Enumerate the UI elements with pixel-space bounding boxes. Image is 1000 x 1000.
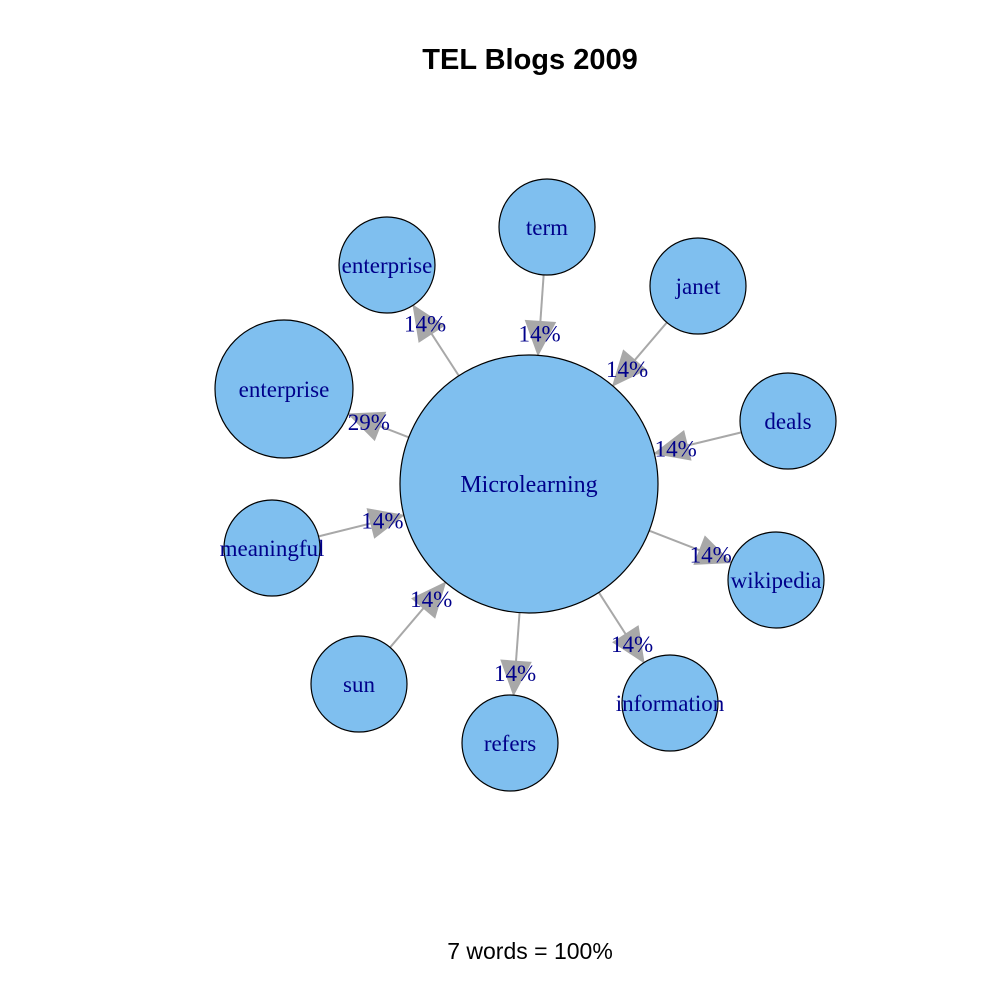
- node-information-circle: [621, 654, 719, 752]
- edge-label-meaningful: 14%: [361, 508, 403, 533]
- node-enterprise-large: enterprise: [214, 319, 354, 459]
- node-meaningful: meaningful: [220, 499, 325, 597]
- edge-label-enterprise-small: 14%: [404, 312, 446, 337]
- node-refers-label: refers: [484, 731, 536, 756]
- node-sun: sun: [310, 635, 408, 733]
- node-term: term: [498, 178, 596, 276]
- node-refers: refers: [461, 694, 559, 792]
- node-information: information: [616, 654, 725, 752]
- edge-label-information: 14%: [611, 632, 653, 657]
- node-meaningful-label: meaningful: [220, 536, 325, 561]
- node-enterprise-small-label: enterprise: [342, 253, 433, 278]
- arrowhead-janet: [611, 349, 648, 387]
- edges-layer: [318, 274, 742, 697]
- arrowhead-enterprise-large: [347, 411, 387, 442]
- node-enterprise-small-circle: [338, 216, 436, 314]
- node-center: Microlearning: [399, 354, 659, 614]
- node-enterprise-large-label: enterprise: [239, 377, 330, 402]
- node-deals-label: deals: [764, 409, 811, 434]
- arrowhead-meaningful: [366, 508, 406, 539]
- arrowhead-term: [524, 319, 557, 357]
- edge-labels-layer: 14% 14% 14% 14% 14% 14% 14% 14% 29% 14%: [348, 312, 732, 686]
- nodes-layer: term janet deals wikipedia information refers…: [214, 178, 837, 792]
- edge-label-wikipedia: 14%: [690, 543, 732, 568]
- node-janet-label: janet: [675, 274, 721, 299]
- arrowhead-information: [612, 625, 645, 664]
- edge-label-sun: 14%: [410, 587, 452, 612]
- node-term-circle: [498, 178, 596, 276]
- node-deals: deals: [739, 372, 837, 470]
- node-janet: janet: [649, 237, 747, 335]
- arrowhead-enterprise-small: [412, 304, 446, 343]
- diagram-footer: 7 words = 100%: [447, 938, 613, 964]
- node-deals-circle: [739, 372, 837, 470]
- node-janet-circle: [649, 237, 747, 335]
- node-wikipedia: wikipedia: [727, 531, 825, 629]
- arrowhead-sun: [411, 581, 447, 619]
- node-information-label: information: [616, 691, 725, 716]
- edge-label-term: 14%: [518, 321, 560, 346]
- edge-label-deals: 14%: [655, 436, 697, 461]
- node-term-label: term: [526, 215, 568, 240]
- node-wikipedia-circle: [727, 531, 825, 629]
- node-enterprise-small: enterprise: [338, 216, 436, 314]
- node-center-circle: [399, 354, 659, 614]
- node-wikipedia-label: wikipedia: [731, 568, 822, 593]
- edge-label-refers: 14%: [494, 661, 536, 686]
- diagram-title: TEL Blogs 2009: [422, 44, 638, 76]
- node-sun-label: sun: [343, 672, 375, 697]
- edge-label-enterprise-large: 29%: [348, 410, 390, 435]
- node-enterprise-large-circle: [214, 319, 354, 459]
- edge-label-janet: 14%: [606, 357, 648, 382]
- arrowhead-refers: [500, 659, 532, 697]
- arrowhead-wikipedia: [693, 535, 733, 565]
- node-sun-circle: [310, 635, 408, 733]
- node-meaningful-circle: [223, 499, 321, 597]
- node-refers-circle: [461, 694, 559, 792]
- arrowhead-deals: [653, 430, 692, 461]
- node-center-label: Microlearning: [460, 472, 597, 498]
